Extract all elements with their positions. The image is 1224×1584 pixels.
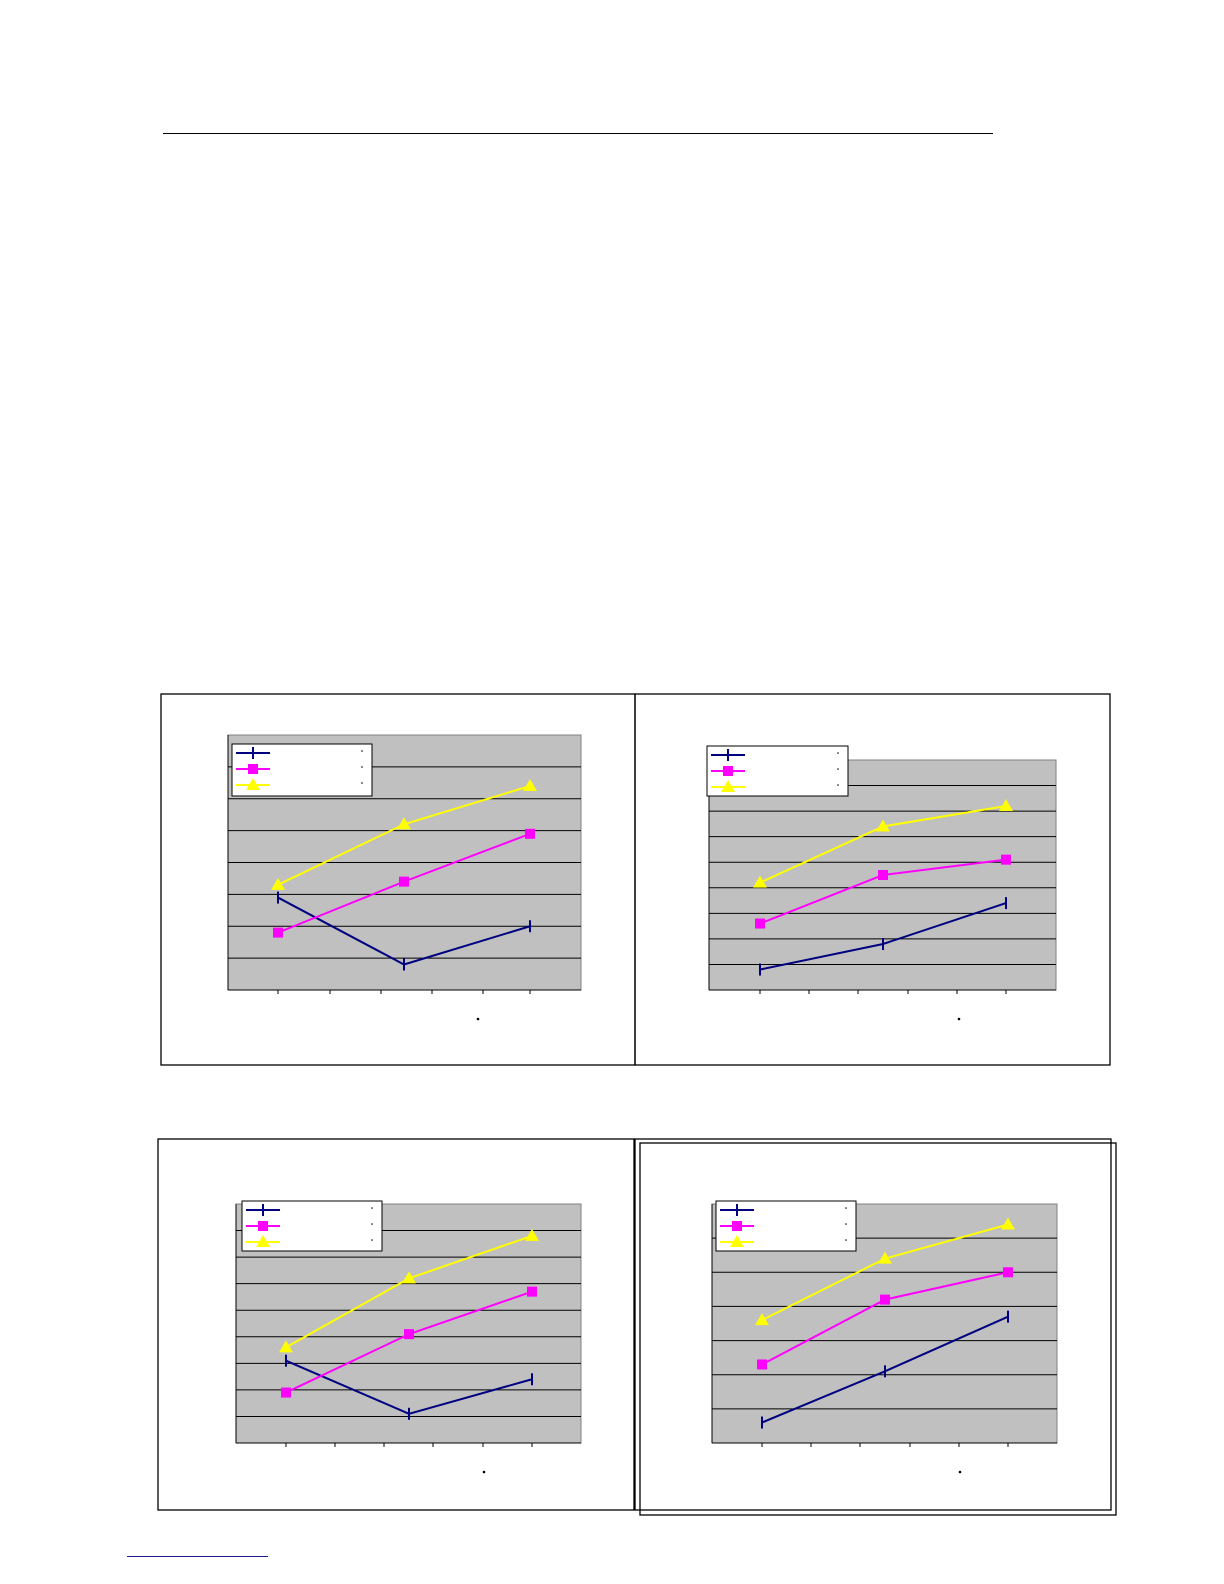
legend-label-dot: [837, 784, 839, 786]
data-point: [753, 875, 767, 888]
legend-label-dot: [845, 1223, 847, 1225]
data-point: [1003, 1267, 1013, 1278]
legend-label-dot: [371, 1207, 373, 1209]
axis-title-dot: [482, 1470, 486, 1474]
data-point: [402, 1271, 416, 1284]
data-point: [757, 1359, 767, 1370]
chart-1: [160, 693, 636, 1066]
chart-frame: [634, 693, 1111, 1066]
data-point: [755, 918, 765, 929]
legend-marker: [246, 778, 260, 790]
data-point: [525, 1228, 539, 1241]
data-point: [755, 1313, 769, 1326]
chart-frame: [157, 1138, 635, 1511]
data-point: [878, 1251, 892, 1264]
chart-outer-frame: [639, 1142, 1117, 1516]
data-point: [279, 1340, 293, 1353]
legend-label-dot: [361, 750, 363, 752]
data-point: [271, 877, 285, 890]
data-point: [880, 1294, 890, 1305]
legend-label-dot: [837, 752, 839, 754]
data-point: [525, 828, 535, 839]
legend-label-dot: [845, 1207, 847, 1209]
legend-marker: [256, 1235, 270, 1247]
legend-label-dot: [361, 766, 363, 768]
axis-title-dot: [957, 1017, 961, 1021]
legend-marker: [721, 780, 735, 792]
data-point: [878, 870, 888, 880]
legend-marker: [248, 764, 258, 774]
chart-2: [634, 693, 1111, 1066]
data-point: [404, 1329, 414, 1340]
legend-marker: [730, 1235, 744, 1247]
data-point: [523, 779, 537, 791]
data-point: [527, 1286, 537, 1297]
footer-link-underline[interactable]: [127, 1556, 268, 1557]
legend-marker: [258, 1221, 268, 1231]
chart-3: [157, 1138, 635, 1511]
legend-label-dot: [371, 1223, 373, 1225]
legend-marker: [723, 766, 733, 776]
axis-title-dot: [958, 1470, 962, 1474]
data-point: [399, 876, 409, 887]
chart-frame: [634, 1138, 1112, 1511]
data-point: [1001, 1217, 1015, 1230]
data-point: [1001, 854, 1011, 865]
data-point: [999, 799, 1013, 811]
legend-label-dot: [837, 768, 839, 770]
data-point: [281, 1387, 291, 1398]
axis-title-dot: [476, 1017, 480, 1021]
data-point: [397, 817, 411, 830]
legend-label-dot: [361, 782, 363, 784]
chart-4: [634, 1138, 1117, 1516]
legend-label-dot: [371, 1239, 373, 1241]
legend-label-dot: [845, 1239, 847, 1241]
header-rule: [163, 133, 993, 134]
legend-marker: [732, 1221, 742, 1231]
data-point: [273, 927, 283, 938]
data-point: [876, 819, 890, 832]
